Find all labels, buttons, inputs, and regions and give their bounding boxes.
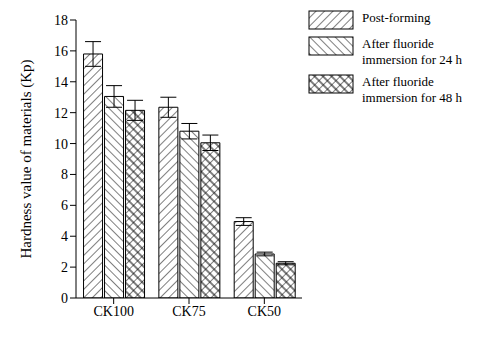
svg-text:CK50: CK50 — [248, 304, 281, 319]
svg-text:CK100: CK100 — [93, 304, 133, 319]
svg-text:Hardness value of materials (K: Hardness value of materials (Kp) — [18, 59, 35, 258]
svg-text:6: 6 — [61, 198, 68, 213]
svg-text:8: 8 — [61, 167, 68, 182]
html-text:After fluoride immersion for 4: After fluoride immersion for 48 h — [362, 74, 462, 105]
svg-text:18: 18 — [54, 13, 68, 28]
svg-text:4: 4 — [61, 229, 68, 244]
svg-text:12: 12 — [54, 106, 68, 121]
html-text:Post-forming: Post-forming — [362, 10, 431, 25]
svg-text:10: 10 — [54, 137, 68, 152]
svg-text:16: 16 — [54, 44, 68, 59]
svg-text:2: 2 — [61, 260, 68, 275]
html-text:After fluoride immersion for 2: After fluoride immersion for 24 h — [362, 36, 462, 67]
svg-text:CK75: CK75 — [172, 304, 205, 319]
svg-text:0: 0 — [61, 291, 68, 306]
svg-text:14: 14 — [54, 75, 68, 90]
